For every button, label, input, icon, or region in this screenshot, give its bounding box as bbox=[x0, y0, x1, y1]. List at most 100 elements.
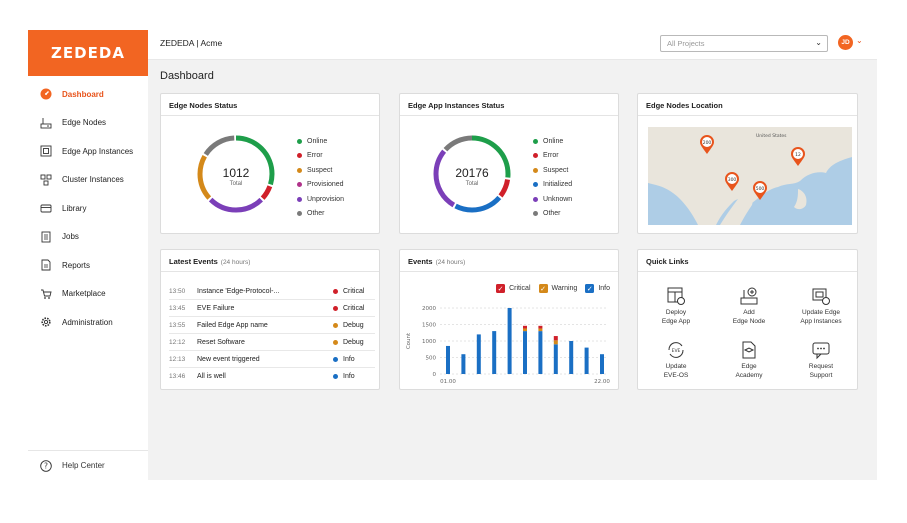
project-select[interactable]: All Projects ⌄ bbox=[660, 35, 828, 52]
top-bar: ZEDEDA | Acme All Projects ⌄ JD ⌄ bbox=[148, 30, 877, 60]
sidebar-item-edge-app-instances[interactable]: Edge App Instances bbox=[28, 137, 148, 166]
quick-link-edge-academy[interactable]: Edge Academy bbox=[719, 340, 779, 380]
sidebar-item-label: Edge Nodes bbox=[62, 118, 107, 128]
other-dot-icon bbox=[533, 211, 538, 217]
edge-node-icon bbox=[40, 117, 52, 129]
sidebar: ZEDEDA Dashboard Edge Nodes Edge App Ins… bbox=[28, 20, 148, 480]
sidebar-item-reports[interactable]: Reports bbox=[28, 251, 148, 280]
add-node-icon bbox=[740, 287, 758, 305]
y-tick-label: 0 bbox=[433, 372, 437, 378]
quick-link-add-edge-node[interactable]: Add Edge Node bbox=[719, 286, 779, 326]
chart-legend: ✓ Critical ✓ Warning ✓ Info bbox=[496, 284, 610, 293]
table-row[interactable]: 13:45 EVE Failure Critical bbox=[169, 300, 375, 317]
map-pin-500[interactable]: 500 bbox=[752, 181, 768, 201]
status-legend: Online Error Suspect Provisioned Unprovi… bbox=[297, 134, 344, 221]
table-row[interactable]: 12:12 Reset Software Debug bbox=[169, 334, 375, 351]
sidebar-item-label: Edge App Instances bbox=[62, 146, 134, 156]
deploy-app-icon bbox=[667, 287, 685, 305]
table-row[interactable]: 13:50 Instance 'Edge-Protocol-... Critica… bbox=[169, 283, 375, 300]
sidebar-item-cluster-instances[interactable]: Cluster Instances bbox=[28, 166, 148, 195]
gear-icon bbox=[40, 316, 52, 328]
chevron-down-icon[interactable]: ⌄ bbox=[856, 36, 863, 45]
map-pin-300[interactable]: 300 bbox=[724, 172, 740, 192]
table-row[interactable]: 12:13 New event triggered Info bbox=[169, 351, 375, 368]
debug-dot-icon bbox=[333, 322, 338, 328]
checkbox-checked-icon: ✓ bbox=[538, 284, 548, 293]
map-pin-200[interactable]: 200 bbox=[699, 135, 715, 155]
bar-info bbox=[507, 308, 512, 374]
quick-link-update-edge-app-instances[interactable]: Update Edge App Instances bbox=[791, 286, 851, 326]
chevron-down-icon: ⌄ bbox=[815, 38, 822, 47]
bar-info bbox=[446, 345, 450, 374]
donut-segment-initialized bbox=[433, 135, 511, 213]
donut-center: 20176 Total bbox=[442, 166, 502, 187]
quick-links-card: Quick Links Deploy Edge App Add Edge Node … bbox=[637, 249, 858, 390]
app-instances-status-card: Edge App Instances Status 20176 Total On… bbox=[399, 93, 619, 234]
bar-critical bbox=[523, 325, 527, 329]
initialized-dot-icon bbox=[533, 182, 538, 188]
legend-item: Online bbox=[533, 134, 572, 149]
svg-text:500: 500 bbox=[756, 186, 765, 192]
jobs-icon bbox=[40, 231, 52, 243]
card-title: Events (24 hours) bbox=[400, 250, 618, 272]
edge-nodes-donut[interactable] bbox=[191, 129, 281, 219]
y-tick-label: 1000 bbox=[422, 339, 436, 345]
legend-critical-toggle[interactable]: ✓ Critical bbox=[496, 284, 531, 293]
sidebar-item-label: Cluster Instances bbox=[62, 175, 124, 185]
app-instances-donut[interactable] bbox=[427, 129, 517, 219]
critical-dot-icon bbox=[333, 288, 338, 294]
reports-icon bbox=[40, 259, 52, 271]
map-pin-12[interactable]: 12 bbox=[790, 147, 806, 167]
legend-info-toggle[interactable]: ✓ Info bbox=[585, 284, 610, 293]
location-map[interactable]: United States 200 12 300 500 bbox=[648, 127, 852, 225]
main-content: Dashboard Edge Nodes Status 1012 Total O… bbox=[148, 60, 877, 480]
bar-critical bbox=[538, 325, 543, 329]
legend-item: Other bbox=[533, 207, 572, 222]
total-count: 1012 bbox=[222, 166, 250, 180]
sidebar-item-dashboard[interactable]: Dashboard bbox=[28, 80, 148, 109]
quick-link-request-support[interactable]: Request Support bbox=[791, 340, 851, 380]
legend-warning-toggle[interactable]: ✓ Warning bbox=[538, 284, 578, 293]
donut-segment-unknown bbox=[433, 135, 511, 213]
checkbox-checked-icon: ✓ bbox=[585, 284, 595, 293]
sidebar-item-marketplace[interactable]: Marketplace bbox=[28, 280, 148, 309]
sidebar-item-jobs[interactable]: Jobs bbox=[28, 223, 148, 252]
sidebar-item-edge-nodes[interactable]: Edge Nodes bbox=[28, 109, 148, 138]
x-tick-label: 22.00 bbox=[594, 379, 610, 385]
card-title: Latest Events (24 hours) bbox=[161, 250, 379, 272]
legend-item: Provisioned bbox=[297, 178, 344, 193]
card-title: Edge App Instances Status bbox=[400, 94, 618, 116]
map-graphic: United States bbox=[648, 127, 852, 225]
zededa-logo[interactable]: ZEDEDA bbox=[28, 30, 148, 76]
events-bar-chart: Count 0 500 1000 1500 2000 01.00 22.00 bbox=[406, 306, 610, 385]
provisioned-dot-icon bbox=[297, 182, 302, 188]
events-chart-card: Events (24 hours) ✓ Critical ✓ Warning ✓ Inf… bbox=[399, 249, 619, 390]
card-title: Edge Nodes Status bbox=[161, 94, 379, 116]
error-dot-icon bbox=[533, 153, 538, 159]
critical-dot-icon bbox=[333, 305, 338, 311]
sidebar-item-administration[interactable]: Administration bbox=[28, 308, 148, 337]
legend-item: Other bbox=[297, 207, 344, 222]
quick-link-deploy-edge-app[interactable]: Deploy Edge App bbox=[646, 286, 706, 326]
table-row[interactable]: 13:55 Failed Edge App name Debug bbox=[169, 317, 375, 334]
checkbox-checked-icon: ✓ bbox=[496, 284, 506, 293]
card-title: Edge Nodes Location bbox=[638, 94, 857, 116]
help-center-label: Help Center bbox=[62, 461, 105, 470]
quick-link-update-eve-os[interactable]: EVE Update EVE-OS bbox=[646, 340, 706, 380]
legend-item: Error bbox=[533, 149, 572, 164]
svg-text:?: ? bbox=[44, 461, 48, 470]
sidebar-item-library[interactable]: Library bbox=[28, 194, 148, 223]
svg-text:EVE: EVE bbox=[672, 348, 681, 354]
table-row[interactable]: 13:46 All is well Info bbox=[169, 373, 355, 380]
library-icon bbox=[40, 202, 52, 214]
sidebar-nav: Dashboard Edge Nodes Edge App Instances … bbox=[28, 80, 148, 337]
app-instance-icon bbox=[40, 145, 52, 157]
help-center-link[interactable]: ? Help Center bbox=[28, 450, 148, 480]
bar-info bbox=[476, 334, 481, 374]
y-axis-label: Count bbox=[406, 332, 412, 349]
total-label: Total bbox=[465, 181, 479, 187]
svg-text:200: 200 bbox=[703, 140, 712, 146]
sidebar-item-label: Administration bbox=[62, 317, 113, 327]
avatar[interactable]: JD bbox=[838, 35, 853, 50]
latest-events-card: Latest Events (24 hours) 13:50 Instance 'E… bbox=[160, 249, 380, 390]
